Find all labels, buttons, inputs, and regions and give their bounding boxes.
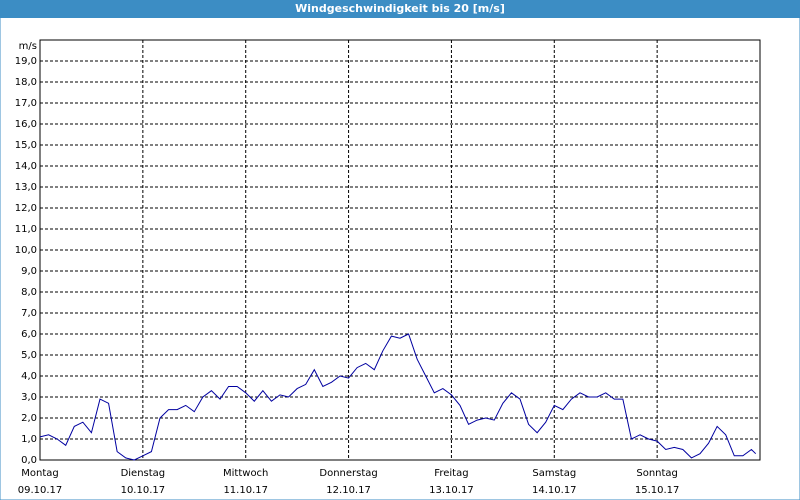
x-tick-date: 14.10.17 — [532, 485, 577, 496]
header-bar — [0, 0, 800, 18]
y-tick-label: 5,0 — [21, 350, 37, 361]
x-tick-date: 11.10.17 — [223, 485, 268, 496]
y-tick-label: 13,0 — [15, 182, 37, 193]
x-tick-date: 13.10.17 — [429, 485, 474, 496]
y-tick-label: 10,0 — [15, 245, 37, 256]
x-tick-date: 12.10.17 — [326, 485, 371, 496]
y-tick-label: 4,0 — [21, 371, 37, 382]
x-tick-label: Dienstag — [121, 468, 166, 479]
y-tick-label: 8,0 — [21, 287, 37, 298]
y-tick-label: 6,0 — [21, 329, 37, 340]
y-tick-label: 18,0 — [15, 77, 37, 88]
y-tick-label: 14,0 — [15, 161, 37, 172]
data-line — [39, 333, 757, 461]
y-tick-label: 9,0 — [21, 266, 37, 277]
y-tick-label: 19,0 — [15, 56, 37, 67]
x-tick-label: Sonntag — [636, 468, 678, 479]
x-tick-date: 10.10.17 — [121, 485, 166, 496]
y-tick-label: 3,0 — [21, 392, 37, 403]
y-tick-label: 1,0 — [21, 434, 37, 445]
x-tick-label: Freitag — [434, 468, 468, 479]
y-tick-label: 12,0 — [15, 203, 37, 214]
y-tick-label: 17,0 — [15, 98, 37, 109]
y-tick-label: 16,0 — [15, 119, 37, 130]
y-tick-label: 2,0 — [21, 413, 37, 424]
x-tick-label: Mittwoch — [223, 468, 268, 479]
x-tick-label: Montag — [21, 468, 58, 479]
x-tick-label: Samstag — [532, 468, 576, 479]
y-tick-label: 11,0 — [15, 224, 37, 235]
y-axis-label: m/s — [19, 41, 37, 52]
y-tick-label: 0,0 — [21, 455, 37, 466]
plot-frame — [39, 39, 761, 461]
x-tick-date: 09.10.17 — [18, 485, 63, 496]
y-tick-label: 7,0 — [21, 308, 37, 319]
y-tick-label: 15,0 — [15, 140, 37, 151]
x-tick-label: Donnerstag — [319, 468, 377, 479]
x-tick-date: 15.10.17 — [635, 485, 680, 496]
chart-title: Windgeschwindigkeit bis 20 [m/s] — [295, 2, 505, 15]
